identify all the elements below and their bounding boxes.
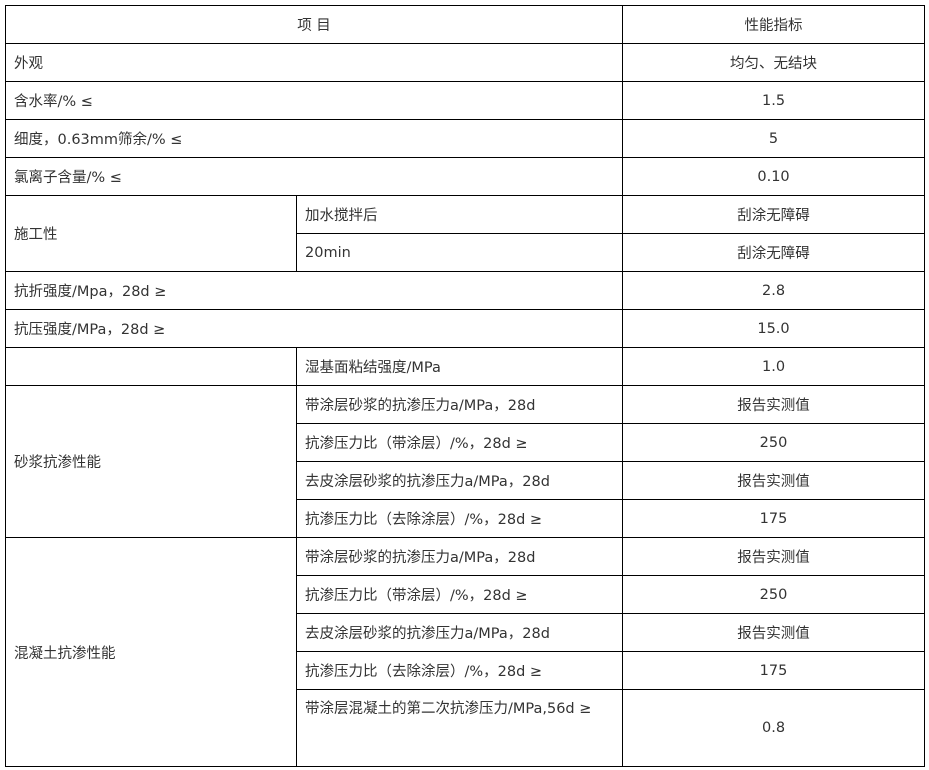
table-row: 20min 刮涂无障碍 (6, 233, 926, 272)
table-row: 氯离子含量/% ≤ 0.10 (4, 157, 926, 196)
header-row: 项 目 性能指标 (4, 5, 926, 44)
table-row: 去皮涂层砂浆的抗渗压力a/MPa，28d 报告实测值 (6, 461, 926, 500)
row-label: 去皮涂层砂浆的抗渗压力a/MPa，28d (295, 613, 624, 652)
row-value: 报告实测值 (622, 537, 926, 576)
row-label: 抗渗压力比（带涂层）/%，28d ≥ (295, 423, 624, 462)
row-label: 带涂层砂浆的抗渗压力a/MPa，28d (295, 537, 624, 576)
table-row: 砂浆抗渗性能 带涂层砂浆的抗渗压力a/MPa，28d 报告实测值 (5, 385, 926, 538)
table-row: 抗渗压力比（带涂层）/%，28d ≥ 250 (6, 575, 926, 614)
row-value: 刮涂无障碍 (622, 233, 926, 272)
row-label: 抗渗压力比（去除涂层）/%，28d ≥ (295, 651, 624, 690)
row-label: 带涂层混凝土的第二次抗渗压力/MPa,56d ≥ (295, 689, 624, 767)
row-label: 抗渗压力比（去除涂层）/%，28d ≥ (295, 499, 624, 538)
empty-cell (5, 347, 297, 386)
row-value: 报告实测值 (622, 385, 926, 424)
row-label: 抗折强度/Mpa，28d ≥ (4, 271, 624, 310)
table-row: 细度，0.63mm筛余/% ≤ 5 (4, 119, 926, 158)
row-value: 刮涂无障碍 (622, 195, 926, 234)
row-value: 250 (622, 423, 926, 462)
row-label: 抗渗压力比（带涂层）/%，28d ≥ (295, 575, 624, 614)
row-value: 0.8 (622, 689, 926, 767)
table-row: 抗渗压力比（带涂层）/%，28d ≥ 250 (6, 423, 926, 462)
row-value: 2.8 (622, 271, 926, 310)
row-label: 去皮涂层砂浆的抗渗压力a/MPa，28d (295, 461, 624, 500)
table-row: 抗渗压力比（去除涂层）/%，28d ≥ 175 (6, 499, 926, 538)
performance-spec-table: 项 目 性能指标 外观 均匀、无结块 含水率/% ≤ 1.5 细度，0.63mm… (4, 5, 926, 767)
row-value: 250 (622, 575, 926, 614)
group-label: 砂浆抗渗性能 (5, 385, 297, 538)
group-label: 施工性 (5, 195, 297, 272)
row-label: 细度，0.63mm筛余/% ≤ (4, 119, 624, 158)
row-label: 湿基面粘结强度/MPa (295, 347, 624, 386)
row-value: 均匀、无结块 (622, 43, 926, 82)
table-row: 抗压强度/MPa，28d ≥ 15.0 (4, 309, 926, 348)
table-row: 含水率/% ≤ 1.5 (4, 81, 926, 120)
row-label: 抗压强度/MPa，28d ≥ (4, 309, 624, 348)
row-value: 175 (622, 651, 926, 690)
table-row: 混凝土抗渗性能 带涂层砂浆的抗渗压力a/MPa，28d 报告实测值 (5, 537, 926, 767)
row-label: 含水率/% ≤ (4, 81, 624, 120)
row-value: 0.10 (622, 157, 926, 196)
row-value: 5 (622, 119, 926, 158)
row-value: 175 (622, 499, 926, 538)
table-row: 外观 均匀、无结块 (4, 43, 926, 82)
row-label: 氯离子含量/% ≤ (4, 157, 624, 196)
row-label: 外观 (4, 43, 624, 82)
table-row: 湿基面粘结强度/MPa 1.0 (5, 347, 926, 386)
row-value: 1.5 (622, 81, 926, 120)
table-row: 抗渗压力比（去除涂层）/%，28d ≥ 175 (6, 651, 926, 690)
row-label: 带涂层砂浆的抗渗压力a/MPa，28d (295, 385, 624, 424)
header-spec: 性能指标 (622, 5, 926, 44)
group-label: 混凝土抗渗性能 (5, 537, 297, 767)
table-row: 抗折强度/Mpa，28d ≥ 2.8 (4, 271, 926, 310)
table-row: 带涂层混凝土的第二次抗渗压力/MPa,56d ≥ 0.8 (6, 689, 926, 767)
table-row: 施工性 加水搅拌后 刮涂无障碍 (5, 195, 926, 272)
row-label: 加水搅拌后 (295, 195, 624, 234)
row-label: 20min (295, 233, 624, 272)
row-value: 15.0 (622, 309, 926, 348)
row-value: 报告实测值 (622, 461, 926, 500)
row-value: 1.0 (622, 347, 926, 386)
row-value: 报告实测值 (622, 613, 926, 652)
header-item: 项 目 (4, 5, 624, 44)
table-row: 去皮涂层砂浆的抗渗压力a/MPa，28d 报告实测值 (6, 613, 926, 652)
